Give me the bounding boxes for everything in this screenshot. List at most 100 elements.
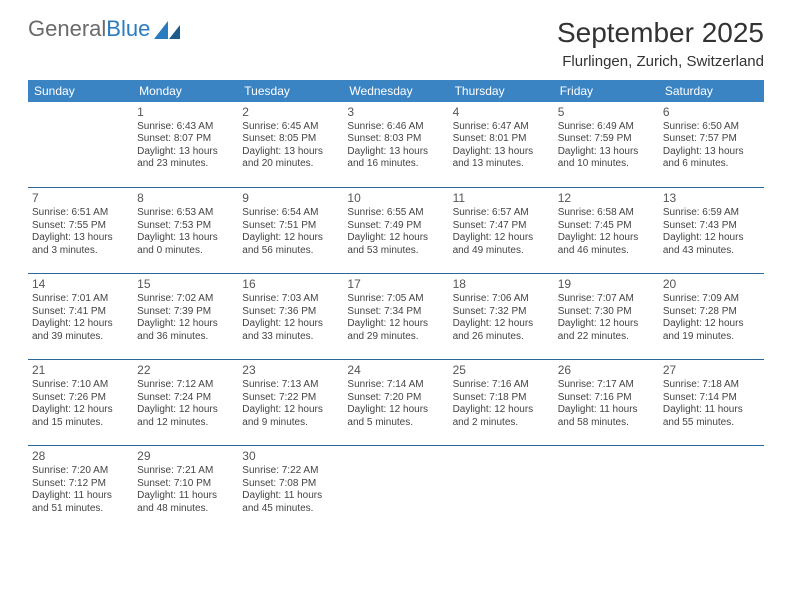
day-number: 18 [453,277,550,292]
day-info-line: Daylight: 12 hours and 15 minutes. [32,404,129,429]
weekday-header: Monday [133,80,238,102]
day-info-line: Sunset: 8:05 PM [242,133,339,146]
day-cell: 2Sunrise: 6:45 AMSunset: 8:05 PMDaylight… [238,102,343,188]
day-number: 29 [137,449,234,464]
day-number: 20 [663,277,760,292]
day-info-line: Sunset: 8:03 PM [347,133,444,146]
logo-text-1: General [28,18,106,40]
day-cell: 29Sunrise: 7:21 AMSunset: 7:10 PMDayligh… [133,446,238,532]
day-info-line: Sunset: 7:57 PM [663,133,760,146]
day-number: 16 [242,277,339,292]
day-info-line: Sunrise: 6:50 AM [663,121,760,134]
day-info-line: Sunset: 7:34 PM [347,306,444,319]
day-cell: 30Sunrise: 7:22 AMSunset: 7:08 PMDayligh… [238,446,343,532]
weekday-header: Friday [554,80,659,102]
day-cell: 21Sunrise: 7:10 AMSunset: 7:26 PMDayligh… [28,360,133,446]
day-info-line: Sunset: 7:49 PM [347,220,444,233]
day-cell: 11Sunrise: 6:57 AMSunset: 7:47 PMDayligh… [449,188,554,274]
day-info-line: Sunrise: 6:55 AM [347,207,444,220]
table-row: 1Sunrise: 6:43 AMSunset: 8:07 PMDaylight… [28,102,764,188]
day-cell [343,446,448,532]
day-info-line: Daylight: 13 hours and 16 minutes. [347,146,444,171]
day-cell: 7Sunrise: 6:51 AMSunset: 7:55 PMDaylight… [28,188,133,274]
day-cell: 20Sunrise: 7:09 AMSunset: 7:28 PMDayligh… [659,274,764,360]
table-row: 7Sunrise: 6:51 AMSunset: 7:55 PMDaylight… [28,188,764,274]
day-info-line: Sunset: 7:10 PM [137,478,234,491]
day-info-line: Daylight: 12 hours and 46 minutes. [558,232,655,257]
day-info-line: Sunrise: 7:21 AM [137,465,234,478]
day-cell [449,446,554,532]
day-number: 17 [347,277,444,292]
day-info-line: Daylight: 12 hours and 56 minutes. [242,232,339,257]
day-info-line: Sunrise: 7:22 AM [242,465,339,478]
day-number: 30 [242,449,339,464]
day-cell: 22Sunrise: 7:12 AMSunset: 7:24 PMDayligh… [133,360,238,446]
day-cell: 19Sunrise: 7:07 AMSunset: 7:30 PMDayligh… [554,274,659,360]
day-cell: 27Sunrise: 7:18 AMSunset: 7:14 PMDayligh… [659,360,764,446]
day-info-line: Daylight: 11 hours and 58 minutes. [558,404,655,429]
day-info-line: Sunrise: 6:58 AM [558,207,655,220]
day-info-line: Sunset: 7:26 PM [32,392,129,405]
day-info-line: Sunrise: 7:02 AM [137,293,234,306]
day-cell: 25Sunrise: 7:16 AMSunset: 7:18 PMDayligh… [449,360,554,446]
day-info-line: Daylight: 12 hours and 29 minutes. [347,318,444,343]
table-row: 21Sunrise: 7:10 AMSunset: 7:26 PMDayligh… [28,360,764,446]
day-info-line: Sunset: 7:24 PM [137,392,234,405]
day-info-line: Sunrise: 6:59 AM [663,207,760,220]
day-info-line: Sunrise: 7:10 AM [32,379,129,392]
day-info-line: Sunrise: 7:05 AM [347,293,444,306]
day-info-line: Sunrise: 6:51 AM [32,207,129,220]
day-number: 2 [242,105,339,120]
day-info-line: Sunrise: 7:06 AM [453,293,550,306]
day-info-line: Daylight: 12 hours and 53 minutes. [347,232,444,257]
day-info-line: Sunset: 7:32 PM [453,306,550,319]
day-number: 21 [32,363,129,378]
day-info-line: Sunset: 7:18 PM [453,392,550,405]
day-info-line: Sunset: 8:01 PM [453,133,550,146]
day-info-line: Daylight: 13 hours and 10 minutes. [558,146,655,171]
day-info-line: Sunrise: 7:16 AM [453,379,550,392]
day-info-line: Daylight: 13 hours and 20 minutes. [242,146,339,171]
day-info-line: Daylight: 12 hours and 49 minutes. [453,232,550,257]
day-cell: 5Sunrise: 6:49 AMSunset: 7:59 PMDaylight… [554,102,659,188]
day-info-line: Daylight: 12 hours and 33 minutes. [242,318,339,343]
day-info-line: Sunset: 7:22 PM [242,392,339,405]
day-info-line: Sunset: 7:45 PM [558,220,655,233]
day-cell: 13Sunrise: 6:59 AMSunset: 7:43 PMDayligh… [659,188,764,274]
weekday-header-row: SundayMondayTuesdayWednesdayThursdayFrid… [28,80,764,102]
day-cell [554,446,659,532]
weekday-header: Saturday [659,80,764,102]
day-number: 10 [347,191,444,206]
month-title: September 2025 [557,18,764,49]
day-info-line: Sunset: 7:20 PM [347,392,444,405]
logo: GeneralBlue [28,18,180,40]
day-number: 22 [137,363,234,378]
day-number: 25 [453,363,550,378]
day-info-line: Daylight: 12 hours and 12 minutes. [137,404,234,429]
day-number: 12 [558,191,655,206]
day-info-line: Sunset: 7:53 PM [137,220,234,233]
day-cell: 12Sunrise: 6:58 AMSunset: 7:45 PMDayligh… [554,188,659,274]
day-info-line: Sunset: 7:30 PM [558,306,655,319]
weekday-header: Wednesday [343,80,448,102]
day-number: 14 [32,277,129,292]
day-number: 28 [32,449,129,464]
day-cell: 18Sunrise: 7:06 AMSunset: 7:32 PMDayligh… [449,274,554,360]
weekday-header: Sunday [28,80,133,102]
weekday-header: Tuesday [238,80,343,102]
day-info-line: Daylight: 12 hours and 2 minutes. [453,404,550,429]
day-cell: 28Sunrise: 7:20 AMSunset: 7:12 PMDayligh… [28,446,133,532]
day-info-line: Daylight: 13 hours and 0 minutes. [137,232,234,257]
day-number: 23 [242,363,339,378]
table-row: 28Sunrise: 7:20 AMSunset: 7:12 PMDayligh… [28,446,764,532]
day-cell: 3Sunrise: 6:46 AMSunset: 8:03 PMDaylight… [343,102,448,188]
day-info-line: Sunrise: 7:20 AM [32,465,129,478]
day-number: 15 [137,277,234,292]
day-info-line: Daylight: 11 hours and 55 minutes. [663,404,760,429]
header: GeneralBlue September 2025 Flurlingen, Z… [28,18,764,70]
day-cell [659,446,764,532]
day-info-line: Daylight: 13 hours and 6 minutes. [663,146,760,171]
day-info-line: Daylight: 11 hours and 45 minutes. [242,490,339,515]
logo-sail-icon [154,21,180,39]
day-info-line: Sunrise: 6:45 AM [242,121,339,134]
